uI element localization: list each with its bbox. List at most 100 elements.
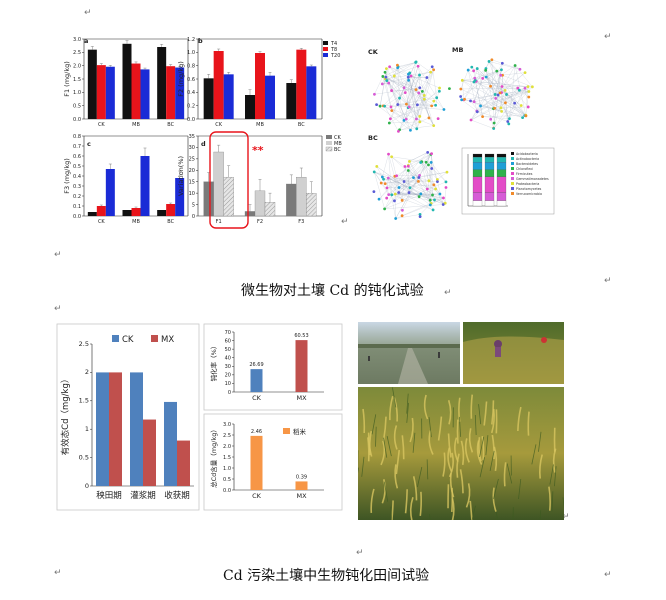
photo-harvest [463,322,564,384]
y-tick-label: 40 [225,356,231,362]
y-tick-label: 60 [225,338,231,344]
legend-swatch [326,141,332,145]
y-tick-label: 0.5 [73,103,81,109]
x-tick-label: CK [215,122,222,128]
network-bc [372,151,449,220]
legend-swatch [323,41,328,45]
y-tick-label: 15 [189,180,195,186]
bar [244,211,256,217]
network-mb [459,58,534,130]
x-tick-label: 收获期 [164,490,190,501]
bar [306,66,317,119]
y-tick-label: 1.0 [223,466,231,472]
bar [105,169,115,216]
bar [122,210,132,216]
significance-mark: ** [252,144,264,157]
paragraph-mark: ↵ [604,276,612,286]
network-label: MB [452,46,463,54]
bar [254,190,266,217]
chart-legend: CK MX [112,335,174,345]
paragraph-mark: ↵ [444,288,452,298]
paragraph-mark: ↵ [356,548,364,558]
bar [96,65,106,119]
y-tick-label: 0.4 [73,174,81,180]
panel-d: 0 5 10 15 20 25 30 35 Variation(%) F1 F2 F3 d [177,134,323,225]
legend-label: Planctomycetes [516,187,542,191]
y-tick-label: 0.0 [73,214,81,220]
y-tick-label: 1.5 [79,397,89,405]
bar [245,95,255,119]
x-tick-label: CK [252,492,262,500]
bar [96,372,109,486]
legend-label: Gemmatimonadetes [516,177,549,181]
paragraph-mark: ↵ [54,304,62,314]
legend-time: T4 T8 T20 [323,41,340,59]
network-panels: CK MB BC [368,46,534,220]
data-label: 2.46 [251,429,262,435]
x-tick-label: CK [98,219,105,225]
legend-label: T20 [330,53,340,59]
bar [175,178,185,216]
paragraph-mark: ↵ [54,250,62,260]
legend-swatch [283,428,290,434]
paragraph-mark: ↵ [341,217,349,227]
legend-label: Verrucomicrobia [516,192,542,196]
legend-swatch [151,335,158,342]
legend-label: 稻米 [293,427,307,436]
legend-label: BC [334,147,341,153]
legend-label: MX [161,335,174,345]
legend-label: CK [122,335,134,345]
bar [223,74,234,119]
y-tick-label: 50 [225,347,231,353]
x-tick-label: MB [132,219,140,225]
bar [213,151,224,217]
data-label: 0.39 [296,474,307,480]
paragraph-mark: ↵ [604,570,612,580]
bar [164,401,177,486]
y-tick-label: 30 [225,364,231,370]
y-tick-label: 0.0 [187,117,195,123]
photo-paddy-field [358,322,460,384]
highlight-box [209,131,249,229]
legend-label: Chloroflexi [516,167,533,171]
legend-swatch [323,47,328,51]
y-tick-label: 0.5 [73,164,81,170]
y-tick-label: 0.3 [73,184,81,190]
caption-bottom: Cd 污染土壤中生物钝化田间试验 [223,568,430,584]
y-tick-label: 1.5 [223,455,231,461]
legend-label: T8 [330,47,337,53]
panel-a: a 0.0 0.5 1.0 1.5 2.0 2.5 3.0 F1 (mg/kg) CK MB BC [63,37,189,128]
bar [166,204,176,216]
x-tick-label: MX [296,394,307,402]
legend-swatch [325,146,333,152]
bar [96,206,106,216]
y-tick-label: 5 [192,202,195,208]
legend-swatch [112,335,119,342]
legend-label: Acidobacteria [516,152,538,156]
y-axis-label: F3 (mg/kg) [63,158,71,194]
data-label: 60.53 [294,333,308,339]
passivation-rate-chart: 0 10 20 30 40 50 60 70 钝化率（%） CK 26.69 MX 60.53 [209,330,324,402]
panel-letter: d [201,140,206,148]
panel-letter: c [87,140,91,148]
total-cd-chart: 稻米 0.0 0.5 1.0 1.5 2.0 2.5 3.0 总Cd含量（mg/kg） CK 2.… [209,422,324,500]
bar [250,369,263,392]
x-tick-label: BC [167,122,174,128]
y-tick-label: 0.5 [223,477,231,483]
y-tick-label: 2.0 [223,444,231,450]
y-tick-label: 0.0 [223,488,231,494]
bar [213,51,224,119]
y-tick-label: 0.0 [73,117,81,123]
bar [143,419,156,486]
y-tick-label: 0.1 [73,204,81,210]
x-tick-label: MX [296,492,307,500]
caption-top: 微生物对土壤 Cd 的钝化试验 [241,283,424,299]
x-tick-label: CK [98,122,105,128]
y-axis-label: F2 (mg/kg) [177,61,185,97]
bar [130,372,143,486]
y-tick-label: 0.8 [73,134,81,140]
x-tick-label: BC [167,219,174,225]
y-axis-label: 有效态Cd（mg/kg） [60,375,71,456]
y-tick-label: 2.5 [79,340,89,348]
paragraph-mark: ↵ [84,8,92,18]
